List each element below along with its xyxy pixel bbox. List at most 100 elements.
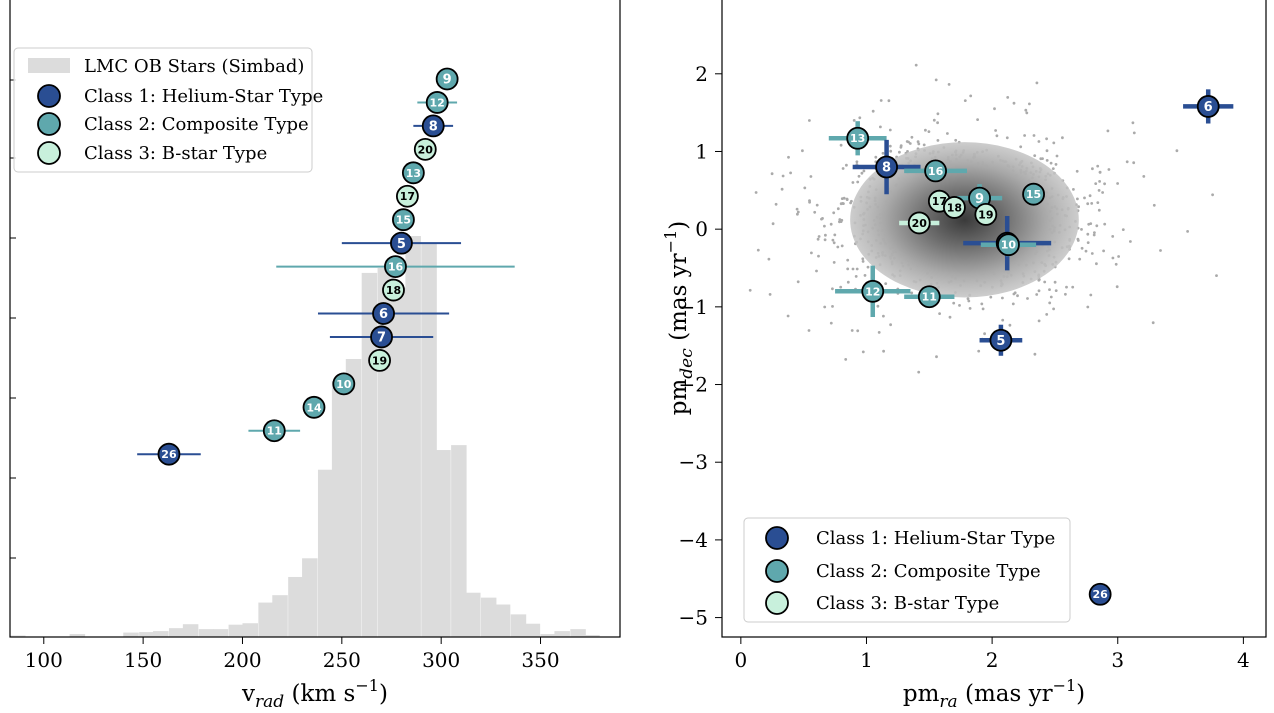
histogram-bar [168,628,185,637]
star-marker-6: 6 [372,302,395,325]
field-star [1091,167,1094,171]
field-star [1054,163,1058,166]
star-marker-label-13: 13 [850,132,865,145]
star-marker-circle-14 [302,395,326,419]
field-star [839,220,843,224]
y-tick-label: −2 [679,373,708,397]
velocity-legend: LMC OB Stars (Simbad) Class 1: Helium-St… [13,47,323,173]
star-marker-16: 16 [924,159,947,183]
star-marker-label-7: 7 [377,331,386,346]
field-star [770,172,774,176]
star-marker-label-18: 18 [947,201,962,214]
y-tick-label: 1 [695,139,708,163]
field-star [844,358,848,361]
histogram-bar [272,595,288,637]
field-star [934,78,938,82]
field-star [823,238,827,242]
field-star [771,222,775,226]
star-marker-circle-19 [974,203,998,226]
star-marker-circle-16 [924,159,947,183]
field-star [916,140,920,144]
field-star [1061,136,1064,140]
field-star [860,171,864,175]
legend-label-class2: Class 2: Composite Type [84,114,309,135]
y-tick-label: −4 [679,528,708,552]
field-star [820,217,823,221]
field-star [831,238,835,242]
field-star [1006,96,1010,99]
field-star [994,129,997,132]
star-marker-label-5: 5 [996,334,1005,349]
field-star [884,282,888,285]
field-star [879,125,882,129]
x-tick-label: 100 [25,648,63,672]
star-marker-label-15: 15 [396,214,411,227]
star-marker-15: 15 [1022,182,1045,206]
legend-frame [743,517,1071,623]
velocity-plot-area: 9 12 8 20 13 17 15 5 16 18 6 7 19 10 14 11 26 [10,67,600,637]
field-star [789,171,792,175]
star-marker-circle-6 [1196,95,1220,118]
star-marker-20: 20 [413,137,437,161]
field-star [966,297,970,301]
field-star [1008,323,1012,327]
star-marker-label-16: 16 [388,261,404,274]
star-marker-label-26: 26 [1093,588,1109,601]
field-star [917,370,921,374]
field-star [861,260,865,263]
field-star [1089,293,1093,297]
field-star [816,237,820,241]
field-star [808,200,811,204]
field-star [1045,137,1048,141]
field-star [887,99,891,103]
field-star [1033,352,1037,356]
right-axes-frame [721,0,1267,638]
star-marker-13: 13 [846,126,870,150]
field-star [1086,241,1090,245]
field-star [1025,111,1029,115]
field-star [1035,293,1039,296]
field-star [1086,305,1090,309]
field-star [967,299,971,303]
field-star [1086,202,1090,206]
field-star [1096,201,1100,205]
histogram-bar [123,632,139,637]
field-star [846,280,850,284]
star-marker-circle-8 [875,155,898,179]
field-star [976,118,979,121]
star-marker-label-12: 12 [865,285,880,298]
field-star [851,267,855,271]
field-star [1097,189,1101,192]
histogram-bar [331,381,348,637]
field-star [1115,285,1119,289]
field-star [1186,230,1189,233]
field-star [889,149,893,153]
field-star [1035,81,1039,85]
field-star [851,181,855,184]
field-star [932,118,936,122]
star-marker-circle-6 [372,302,395,325]
field-star [1175,149,1179,153]
x-tick-label: 200 [223,648,261,672]
field-star [874,155,878,159]
field-star [1092,233,1096,237]
field-star [850,329,854,332]
field-star [768,293,772,296]
field-star [881,151,885,155]
star-marker-label-9: 9 [443,73,452,88]
star-marker-circle-11 [917,285,941,309]
field-star [1016,294,1019,298]
star-marker-circle-26 [1088,582,1112,606]
star-marker-label-10: 10 [1001,239,1017,252]
field-star [839,285,843,289]
field-star [963,99,967,102]
field-star [1054,289,1058,292]
star-marker-6: 6 [1196,95,1220,118]
field-star [852,119,856,122]
field-star [808,119,811,122]
field-star [1102,249,1105,253]
histogram-bar [494,604,511,637]
star-marker-9: 9 [435,67,459,91]
star-marker-circle-17 [395,184,419,208]
field-star [1077,205,1080,209]
